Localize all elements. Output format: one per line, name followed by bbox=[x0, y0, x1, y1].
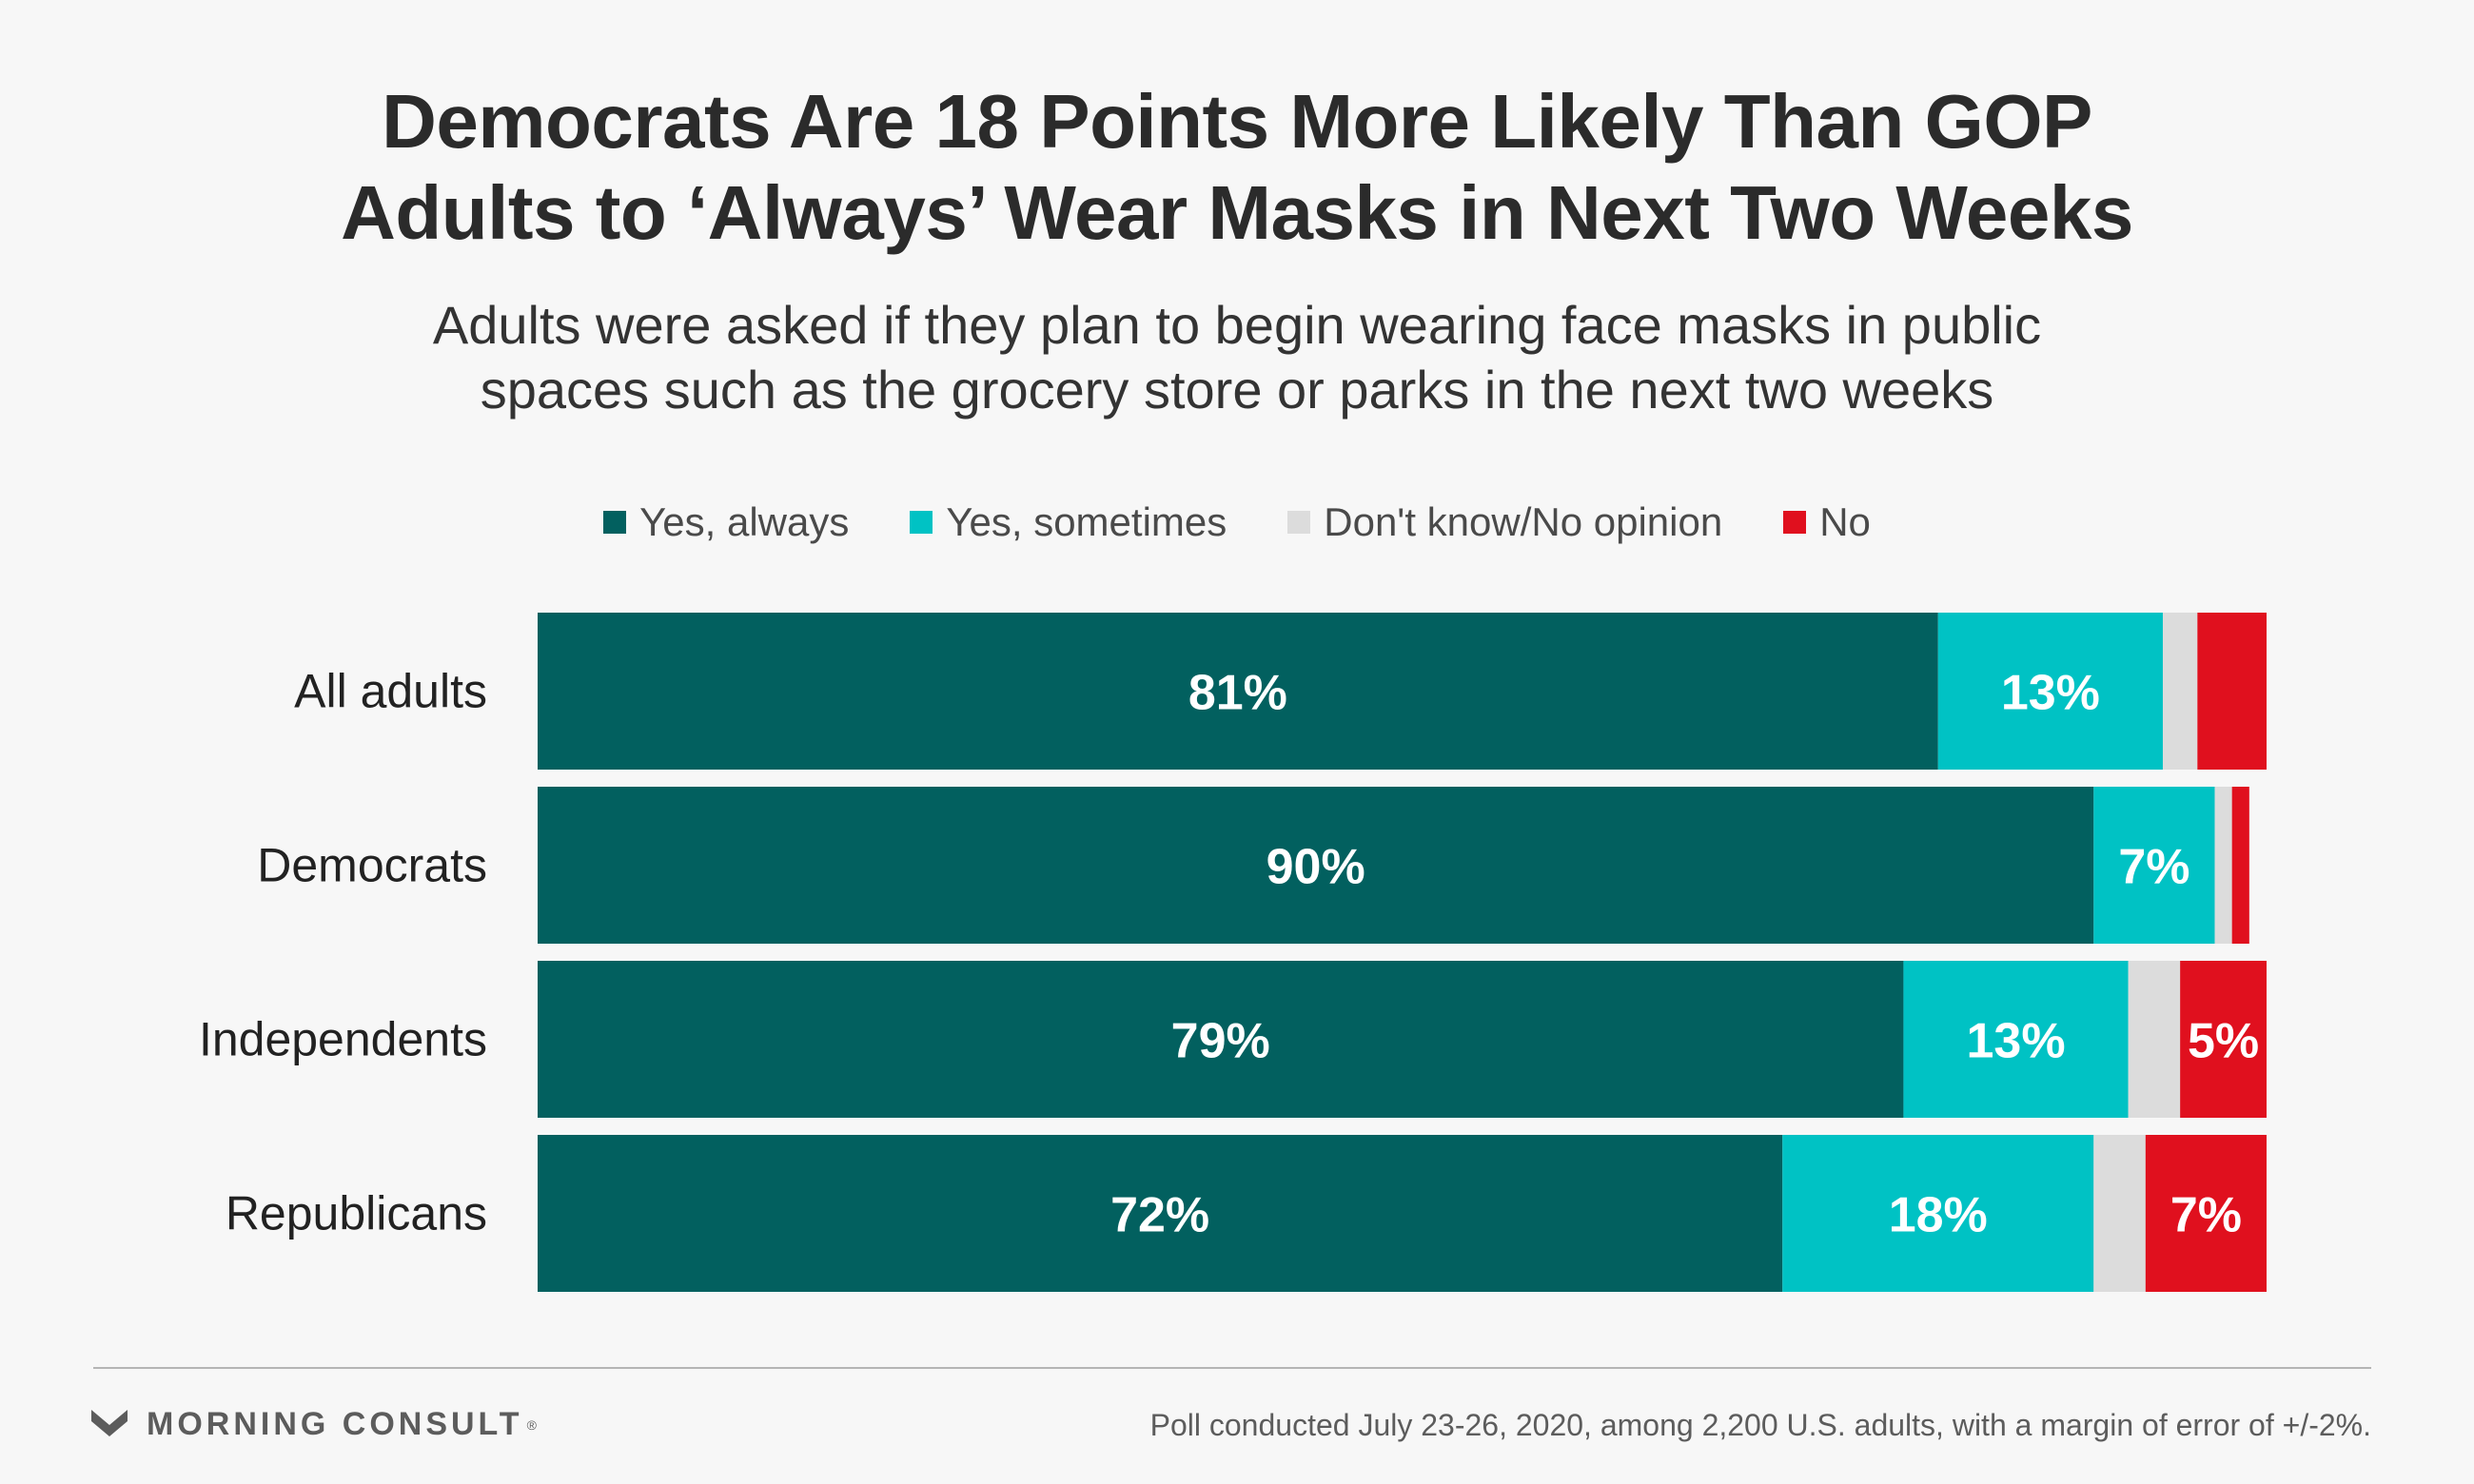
bar-segment-no bbox=[2197, 613, 2267, 770]
chart-subtitle: Adults were asked if they plan to begin … bbox=[0, 293, 2474, 422]
legend-item-yes-always: Yes, always bbox=[603, 499, 849, 545]
legend-swatch bbox=[1783, 511, 1807, 534]
bar-segment-dont-know bbox=[2128, 961, 2181, 1118]
data-label: 7% bbox=[2118, 840, 2189, 895]
bar-segment-yes-sometimes bbox=[1903, 961, 2129, 1118]
data-label: 13% bbox=[1966, 1014, 2065, 1069]
data-label: 79% bbox=[1171, 1014, 1270, 1069]
chart-subtitle-line-2: spaces such as the grocery store or park… bbox=[480, 360, 1994, 420]
chart-title-line-1: Democrats Are 18 Points More Likely Than… bbox=[382, 79, 2092, 164]
category-label: All adults bbox=[294, 665, 487, 718]
bar-segment-yes-always bbox=[538, 787, 2094, 944]
legend-swatch bbox=[910, 511, 933, 534]
category-label: Democrats bbox=[257, 839, 487, 892]
bar-segment-yes-sometimes bbox=[2093, 787, 2215, 944]
brand-name: MORNING CONSULT bbox=[147, 1406, 523, 1442]
bar-segment-yes-always bbox=[538, 1135, 1783, 1292]
data-label: 18% bbox=[1889, 1188, 1988, 1243]
chart-title-line-2: Adults to ‘Always’ Wear Masks in Next Tw… bbox=[341, 170, 2133, 255]
data-label: 81% bbox=[1188, 666, 1287, 721]
bar-segment-yes-always bbox=[538, 961, 1904, 1118]
stacked-bar-chart: All adults 81% 13% Democrats 90% 7% Independen… bbox=[199, 613, 2267, 1292]
brand-logo: MORNING CONSULT ® bbox=[91, 1406, 537, 1443]
chart-title: Democrats Are 18 Points More Likely Than… bbox=[0, 76, 2474, 259]
bar-segment-yes-sometimes bbox=[1937, 613, 2163, 770]
bar-segment-no bbox=[2231, 787, 2249, 944]
legend-swatch bbox=[603, 511, 627, 534]
data-label: 7% bbox=[2170, 1188, 2242, 1243]
footer-divider bbox=[93, 1367, 2371, 1369]
bar-segment-yes-always bbox=[538, 613, 1938, 770]
chart-legend: Yes, always Yes, sometimes Don't know/No o… bbox=[0, 499, 2474, 545]
footnote: Poll conducted July 23-26, 2020, among 2… bbox=[1149, 1408, 2371, 1442]
legend-label: Yes, always bbox=[639, 499, 850, 544]
data-label: 90% bbox=[1266, 840, 1365, 895]
legend-label: Yes, sometimes bbox=[946, 499, 1227, 544]
data-label: 72% bbox=[1110, 1188, 1209, 1243]
legend-item-no: No bbox=[1783, 499, 1871, 545]
bar-segment-dont-know bbox=[2162, 613, 2198, 770]
bar-segment-no bbox=[2180, 961, 2267, 1118]
bar-segment-dont-know bbox=[2093, 1135, 2146, 1292]
legend-swatch bbox=[1287, 511, 1311, 534]
bar-segment-yes-sometimes bbox=[1782, 1135, 2094, 1292]
category-label: Republicans bbox=[226, 1187, 487, 1240]
bar-segment-dont-know bbox=[2214, 787, 2232, 944]
legend-label: Don't know/No opinion bbox=[1324, 499, 1723, 544]
brand-registered-mark: ® bbox=[526, 1416, 537, 1433]
legend-item-yes-sometimes: Yes, sometimes bbox=[910, 499, 1227, 545]
category-label: Independents bbox=[199, 1013, 487, 1066]
data-label: 13% bbox=[2001, 666, 2100, 721]
chart-subtitle-line-1: Adults were asked if they plan to begin … bbox=[432, 295, 2042, 355]
legend-label: No bbox=[1819, 499, 1871, 544]
legend-item-dont-know: Don't know/No opinion bbox=[1287, 499, 1722, 545]
bar-segment-no bbox=[2145, 1135, 2267, 1292]
data-label: 5% bbox=[2188, 1014, 2259, 1069]
mc-logo-icon bbox=[91, 1409, 128, 1436]
